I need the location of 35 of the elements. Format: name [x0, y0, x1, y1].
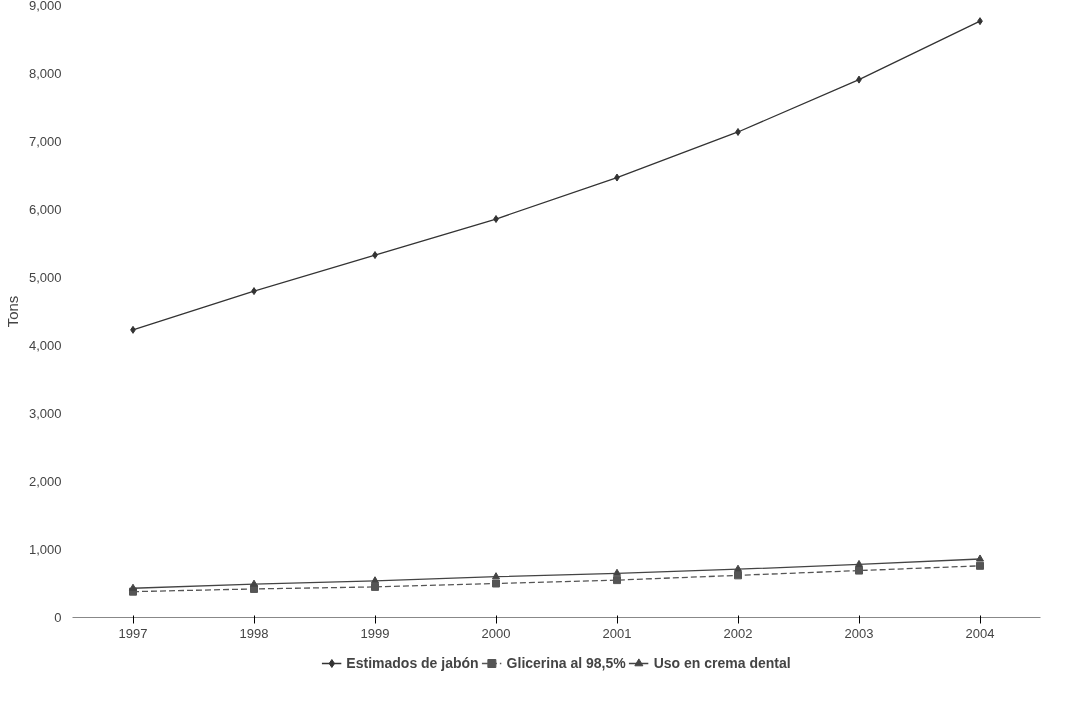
y-tick-label: 8,000: [28, 66, 62, 81]
point: [129, 583, 137, 591]
point: [613, 568, 621, 576]
point: [976, 554, 984, 562]
legend-label: Estimados de jabón: [346, 654, 479, 671]
point: [371, 582, 379, 591]
y-tick-label: 9,000: [28, 0, 62, 13]
x-tick-label: 2004: [965, 625, 995, 641]
y-tick-label: 5,000: [28, 270, 62, 285]
x-tick-label: 1998: [239, 625, 269, 641]
point: [250, 579, 258, 587]
point: [855, 559, 863, 567]
y-tick-label: 4,000: [28, 338, 62, 353]
point: [976, 561, 984, 570]
point: [371, 576, 379, 584]
legend-label: Glicerina al 98,5%: [506, 654, 626, 671]
x-tick-label: 1997: [118, 625, 148, 641]
legend-label: Uso en crema dental: [653, 654, 791, 671]
y-tick-label: 2,000: [28, 474, 62, 489]
x-tick-label: 2002: [723, 625, 753, 641]
y-tick-label: 0: [54, 610, 62, 625]
point: [613, 576, 621, 585]
y-tick-label: 7,000: [28, 134, 62, 149]
point: [492, 572, 500, 580]
y-tick-label: 1,000: [28, 542, 62, 557]
point: [855, 566, 863, 575]
x-tick-label: 2001: [602, 625, 632, 641]
y-tick-label: 3,000: [28, 406, 62, 421]
point: [734, 564, 742, 572]
x-tick-label: 2000: [481, 625, 511, 641]
y-tick-label: 6,000: [28, 202, 62, 217]
y-axis-title: Tons: [3, 295, 21, 328]
x-tick-label: 2003: [844, 625, 874, 641]
point: [492, 579, 500, 588]
x-tick-label: 1999: [360, 625, 390, 641]
